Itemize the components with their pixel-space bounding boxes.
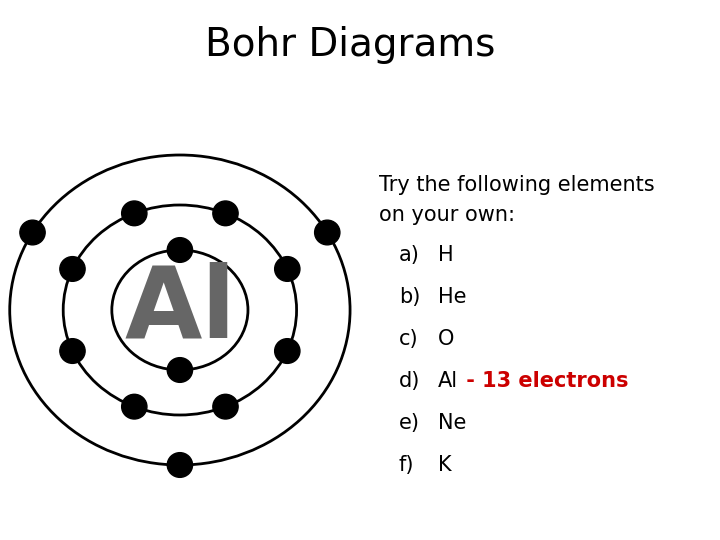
- Text: Al: Al: [438, 371, 458, 391]
- Ellipse shape: [315, 220, 340, 245]
- Text: f): f): [399, 455, 414, 475]
- Text: H: H: [438, 245, 453, 265]
- Ellipse shape: [60, 339, 85, 363]
- Ellipse shape: [60, 256, 85, 281]
- Text: Try the following elements: Try the following elements: [379, 175, 655, 195]
- Text: c): c): [399, 329, 418, 349]
- Ellipse shape: [122, 394, 147, 419]
- Text: Ne: Ne: [438, 413, 466, 433]
- Ellipse shape: [213, 201, 238, 226]
- Ellipse shape: [274, 256, 300, 281]
- Ellipse shape: [20, 220, 45, 245]
- Text: a): a): [399, 245, 420, 265]
- Ellipse shape: [167, 357, 192, 382]
- Text: Bohr Diagrams: Bohr Diagrams: [205, 26, 495, 64]
- Text: He: He: [438, 287, 466, 307]
- Ellipse shape: [167, 238, 192, 262]
- Text: d): d): [399, 371, 420, 391]
- Ellipse shape: [122, 201, 147, 226]
- Text: Al: Al: [124, 261, 235, 359]
- Ellipse shape: [167, 453, 192, 477]
- Ellipse shape: [213, 394, 238, 419]
- Text: - 13 electrons: - 13 electrons: [459, 371, 629, 391]
- Text: on your own:: on your own:: [379, 205, 516, 225]
- Text: O: O: [438, 329, 454, 349]
- Text: K: K: [438, 455, 451, 475]
- Text: e): e): [399, 413, 420, 433]
- Text: b): b): [399, 287, 420, 307]
- Ellipse shape: [274, 339, 300, 363]
